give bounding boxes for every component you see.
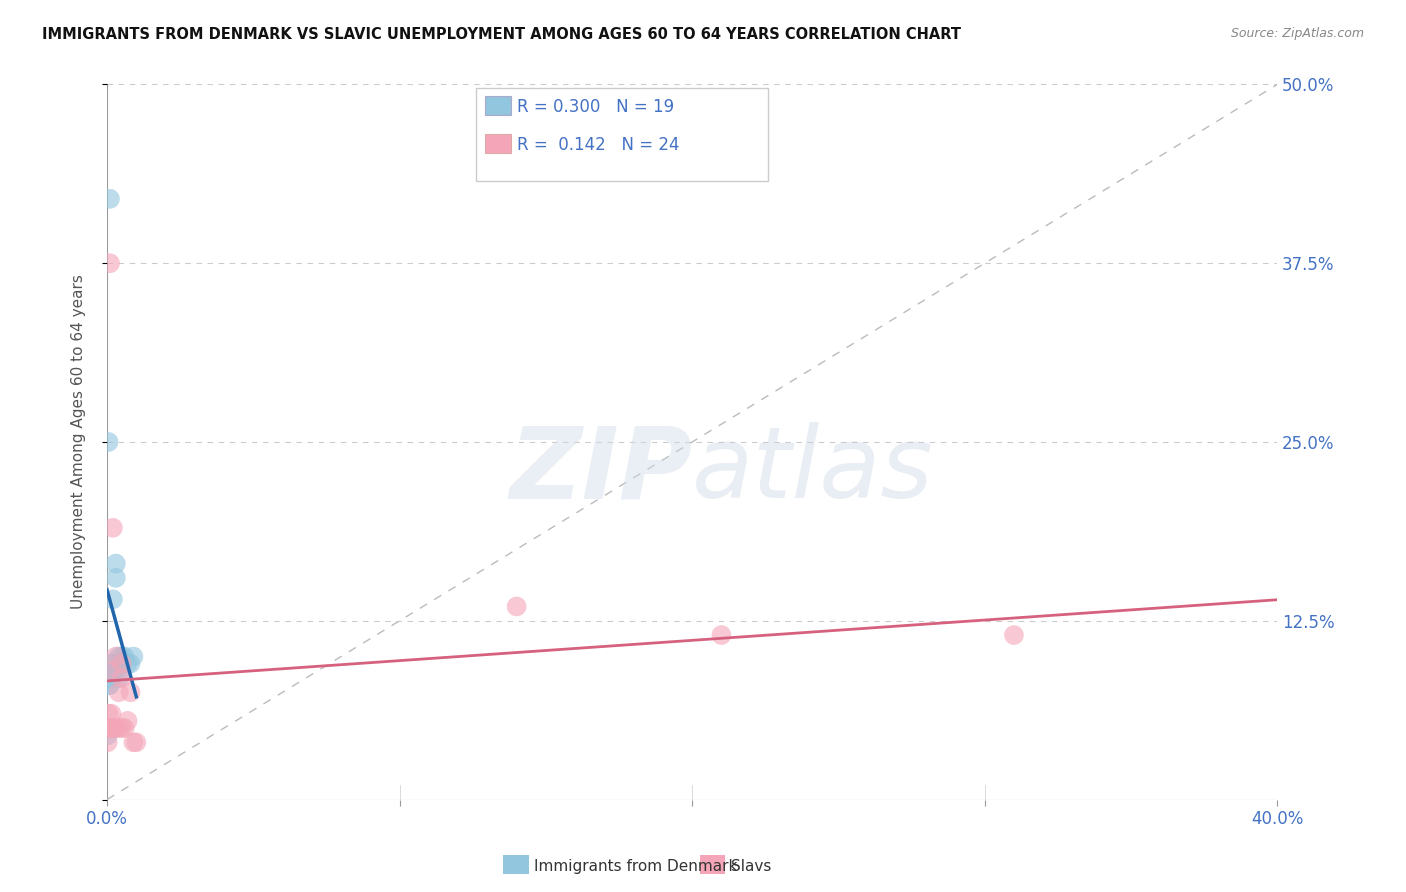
Point (125, 735, 148, 749)
Point (111, 649, 134, 664)
Point (98, 721, 121, 735)
Text: R = 0.300   N = 19: R = 0.300 N = 19 (516, 98, 673, 116)
Point (1002, 628, 1025, 642)
Point (122, 735, 145, 749)
Point (111, 657, 134, 671)
Point (120, 657, 142, 671)
Point (111, 671, 134, 685)
Point (122, 649, 145, 664)
Point (107, 721, 129, 735)
Text: IMMIGRANTS FROM DENMARK VS SLAVIC UNEMPLOYMENT AMONG AGES 60 TO 64 YEARS CORRELA: IMMIGRANTS FROM DENMARK VS SLAVIC UNEMPL… (42, 27, 962, 42)
Text: Source: ZipAtlas.com: Source: ZipAtlas.com (1230, 27, 1364, 40)
Point (107, 671, 129, 685)
Point (114, 721, 136, 735)
Point (111, 657, 134, 671)
Point (100, 671, 122, 685)
Point (98, 678, 121, 692)
Point (97, 678, 120, 692)
Point (98, 657, 121, 671)
Point (97, 434, 120, 449)
Point (101, 592, 124, 607)
Point (97, 735, 120, 749)
Point (114, 649, 136, 664)
Text: ZIP: ZIP (509, 422, 692, 519)
Point (98, 256, 121, 270)
Y-axis label: Unemployment Among Ages 60 to 64 years: Unemployment Among Ages 60 to 64 years (72, 275, 86, 609)
Point (105, 664, 128, 678)
Point (104, 649, 127, 664)
Point (120, 685, 142, 699)
Point (117, 657, 139, 671)
Point (505, 599, 527, 614)
Point (98, 664, 121, 678)
Point (104, 571, 127, 585)
Point (101, 721, 124, 735)
Point (111, 721, 134, 735)
Point (101, 657, 124, 671)
Point (104, 721, 127, 735)
Bar (475, 88, 768, 181)
Text: Slavs: Slavs (731, 859, 772, 873)
Point (710, 628, 733, 642)
Point (117, 714, 139, 728)
Point (97, 728, 120, 742)
Point (104, 557, 127, 571)
Text: atlas: atlas (692, 422, 934, 519)
Point (97, 706, 120, 721)
Text: R =  0.142   N = 24: R = 0.142 N = 24 (516, 136, 679, 154)
Point (98, 192, 121, 206)
Point (101, 664, 124, 678)
Point (100, 706, 122, 721)
Point (107, 649, 129, 664)
Point (97, 721, 120, 735)
Bar (485, 134, 510, 153)
Point (101, 521, 124, 535)
Bar (485, 96, 510, 115)
Text: Immigrants from Denmark: Immigrants from Denmark (534, 859, 738, 873)
Point (107, 685, 129, 699)
